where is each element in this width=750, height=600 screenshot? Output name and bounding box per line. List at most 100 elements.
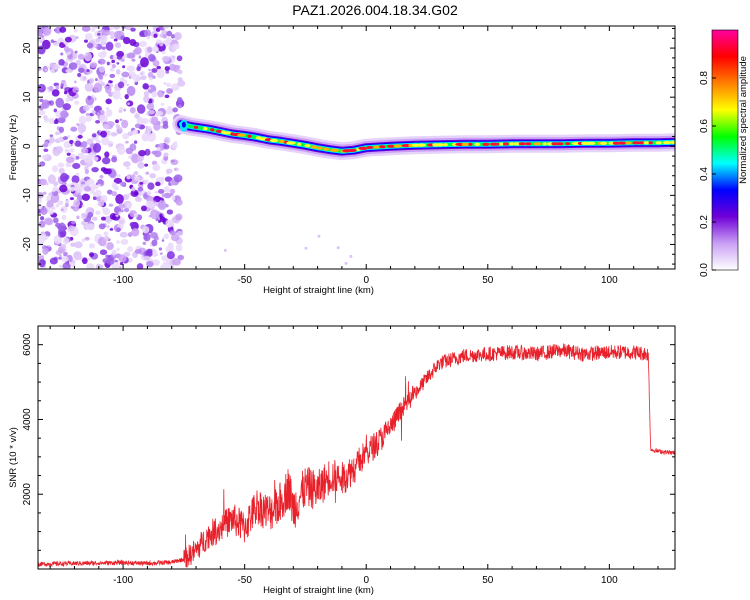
noise-blob <box>137 161 145 169</box>
noise-blob <box>60 172 69 183</box>
noise-blob <box>92 216 98 221</box>
hotspot <box>596 141 602 145</box>
hotspot <box>525 142 532 146</box>
noise-blob <box>122 133 130 140</box>
noise-blob <box>101 81 105 87</box>
noise-blob <box>134 123 141 129</box>
noise-blob <box>139 176 144 181</box>
noise-blob <box>117 145 126 155</box>
x-tick-label: 0 <box>363 275 369 286</box>
noise-blob <box>115 123 121 129</box>
noise-blob <box>118 211 122 214</box>
noise-blob <box>115 214 119 217</box>
y-axis-label: SNR (10 * v/v) <box>8 427 19 488</box>
noise-blob <box>109 31 115 36</box>
x-axis-label: Height of straight line (km) <box>263 585 374 596</box>
hotspot <box>304 144 311 148</box>
noise-blob <box>109 80 113 84</box>
noise-blob <box>51 165 59 173</box>
noise-blob <box>142 83 149 90</box>
noise-blob <box>60 244 67 249</box>
noise-blob <box>159 42 164 47</box>
noise-blob <box>175 213 183 221</box>
noise-blob <box>91 26 99 30</box>
noise-blob <box>47 174 56 184</box>
noise-blob <box>122 65 126 69</box>
noise-blob <box>172 47 176 51</box>
noise-blob <box>101 157 111 165</box>
noise-blob <box>120 181 126 187</box>
noise-blob <box>141 133 148 141</box>
noise-blob <box>55 97 65 108</box>
noise-blob <box>146 190 152 196</box>
noise-blob <box>46 66 50 69</box>
noise-blob <box>131 153 140 164</box>
noise-blob <box>118 203 126 209</box>
noise-blob <box>112 89 121 100</box>
noise-blob <box>162 236 165 240</box>
noise-blob <box>119 266 122 269</box>
noise-blob <box>70 220 76 225</box>
hotspot <box>379 145 386 149</box>
noise-blob <box>40 207 48 215</box>
plot-frame <box>37 25 676 270</box>
noise-blob <box>110 35 115 39</box>
noise-blob <box>48 117 55 124</box>
noise-blob <box>38 178 48 186</box>
noise-blob <box>106 225 110 228</box>
noise-blob <box>111 249 117 256</box>
noise-blob <box>152 60 160 67</box>
noise-blob <box>174 33 182 41</box>
noise-blob <box>137 186 144 192</box>
x-tick-label: 100 <box>601 275 618 286</box>
noise-blob <box>154 150 162 158</box>
noise-blob <box>60 110 69 119</box>
noise-blob <box>143 95 150 103</box>
noise-blob <box>115 194 124 205</box>
noise-blob <box>147 71 154 79</box>
noise-blob <box>166 209 174 215</box>
noise-blob <box>65 162 70 168</box>
noise-blob <box>91 133 97 138</box>
noise-blob <box>97 78 103 84</box>
noise-blob <box>134 170 138 174</box>
noise-blob <box>133 140 138 144</box>
noise-blob <box>142 241 147 246</box>
noise-blob <box>124 94 129 100</box>
y-tick-label: 4000 <box>22 408 33 431</box>
noise-blob <box>139 181 144 185</box>
noise-blob <box>161 239 165 242</box>
noise-blob <box>153 33 158 38</box>
noise-blob <box>92 191 99 197</box>
noise-blob <box>152 163 161 172</box>
noise-blob <box>75 36 79 39</box>
noise-blob <box>109 228 114 231</box>
noise-blob <box>166 30 173 37</box>
noise-blob <box>151 250 158 258</box>
noise-blob <box>177 77 183 82</box>
snr-panel: -100 -50 0 50 100 Height of straight line (km… <box>8 325 676 596</box>
noise-blob <box>57 200 64 206</box>
noise-blob <box>177 69 183 75</box>
noise-blob <box>112 54 118 61</box>
noise-blob <box>48 136 55 144</box>
noise-blob <box>65 97 70 103</box>
noise-blob <box>145 200 155 208</box>
noise-blob <box>114 259 118 263</box>
noise-blob <box>161 55 170 62</box>
noise-blob <box>164 66 170 71</box>
y-tick-label: 20 <box>22 42 33 54</box>
noise-blob <box>72 204 75 208</box>
noise-blob <box>136 66 141 72</box>
noise-blob <box>161 193 166 198</box>
noise-blob <box>140 57 149 68</box>
noise-blob <box>95 120 101 124</box>
noise-blob <box>140 252 144 255</box>
noise-blob <box>113 30 123 39</box>
noise-blob <box>66 152 71 156</box>
noise-blob <box>87 211 94 218</box>
noise-blob <box>126 83 130 86</box>
noise-blob <box>58 256 63 260</box>
hotspot <box>286 141 296 145</box>
